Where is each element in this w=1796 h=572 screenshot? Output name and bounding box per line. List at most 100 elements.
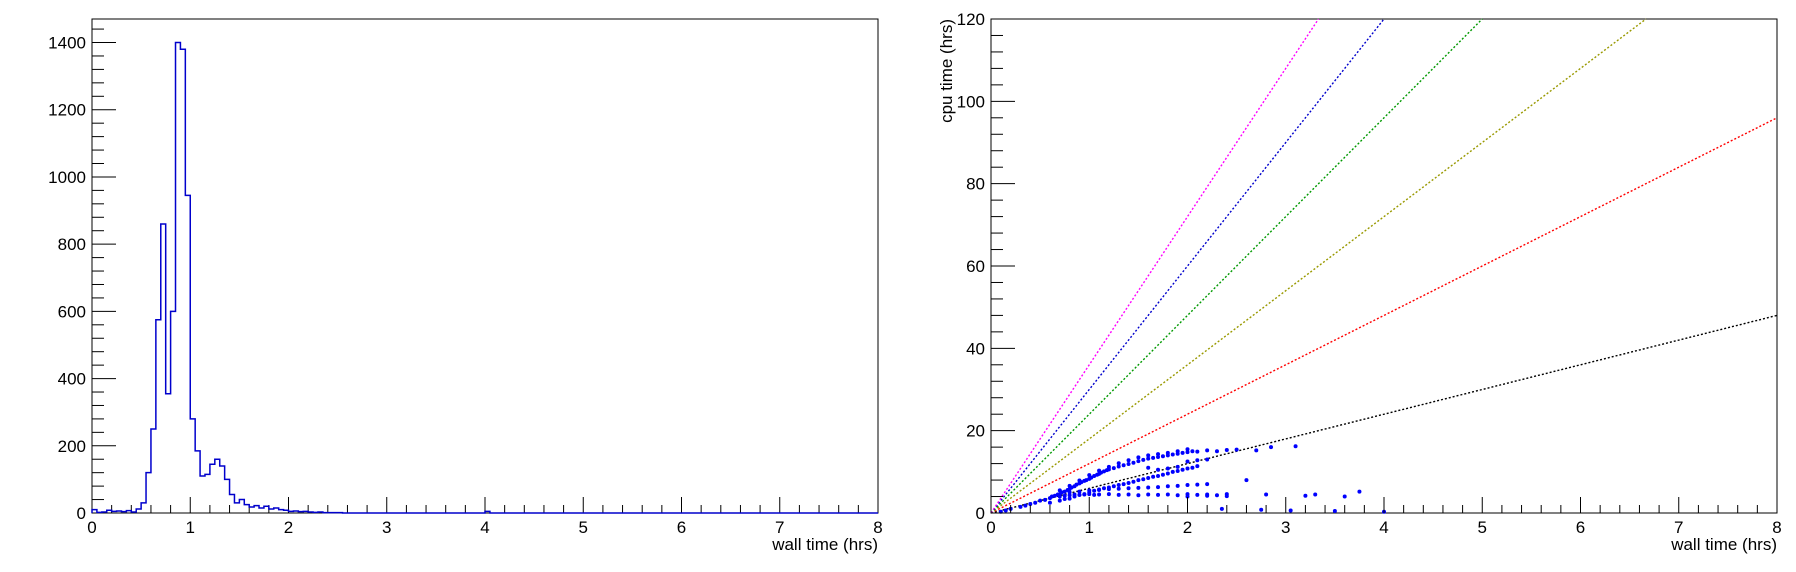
scatter-point	[1175, 483, 1180, 488]
histogram-panel: 0 1 2 3 4 5 6 7 8 0 200 400 600 800 1000 1200 1400 wall…	[48, 18, 883, 554]
scatter-point	[1087, 488, 1092, 493]
histogram-x-axis-title: wall time (hrs)	[771, 535, 878, 554]
scatter-point	[1332, 508, 1337, 513]
histogram-x-tick-label: 5	[579, 518, 588, 537]
scatter-point	[1313, 492, 1318, 497]
scatter-point	[1057, 498, 1062, 503]
scatter-point	[1121, 463, 1126, 468]
histogram-x-axis: 0 1 2 3 4 5 6 7 8	[87, 497, 883, 537]
scatter-x-tick-label: 3	[1281, 518, 1290, 537]
scatter-point	[1175, 464, 1180, 469]
scatter-point	[1185, 483, 1190, 488]
scatter-point	[1043, 497, 1048, 502]
scatter-point	[1269, 445, 1274, 450]
histogram-x-tick-label: 3	[382, 518, 391, 537]
scatter-point	[1156, 452, 1161, 457]
scatter-point	[1156, 455, 1161, 460]
scatter-point	[1185, 447, 1190, 452]
histogram-y-tick-label: 1200	[48, 101, 86, 120]
scatter-point	[1170, 452, 1175, 457]
scatter-point	[1116, 492, 1121, 497]
scatter-point	[1126, 492, 1131, 497]
scatter-point	[1219, 506, 1224, 511]
reference-lines	[990, 18, 1778, 514]
scatter-y-tick-label: 40	[966, 339, 985, 358]
scatter-point	[1131, 460, 1136, 465]
scatter-point	[1205, 448, 1210, 453]
scatter-point	[1106, 487, 1111, 492]
scatter-x-tick-label: 7	[1674, 518, 1683, 537]
reference-line-1	[990, 314, 1778, 514]
scatter-y-tick-label: 120	[957, 10, 985, 29]
scatter-point	[1165, 450, 1170, 455]
scatter-point	[1160, 454, 1165, 459]
histogram-y-tick-label: 1400	[48, 34, 86, 53]
scatter-point	[1003, 508, 1008, 513]
scatter-point	[1067, 490, 1072, 495]
scatter-point	[1087, 473, 1092, 478]
scatter-point	[1141, 477, 1146, 482]
scatter-frame	[990, 18, 1778, 514]
reference-line-5	[990, 18, 1385, 514]
scatter-point	[1067, 496, 1072, 501]
scatter-point	[1038, 498, 1043, 503]
histogram-frame	[91, 18, 879, 514]
scatter-point	[1146, 485, 1151, 490]
histogram-x-tick-label: 1	[186, 518, 195, 537]
scatter-y-axis-title: cpu time (hrs)	[937, 19, 956, 123]
scatter-point	[1195, 482, 1200, 487]
scatter-point	[1303, 493, 1308, 498]
scatter-point	[1082, 492, 1087, 497]
scatter-point	[1205, 493, 1210, 498]
scatter-point	[1023, 503, 1028, 508]
scatter-point	[1165, 466, 1170, 471]
scatter-point	[1072, 492, 1077, 497]
scatter-point	[1190, 465, 1195, 470]
scatter-point	[1116, 461, 1121, 466]
scatter-point	[1224, 448, 1229, 453]
scatter-point	[1151, 474, 1156, 479]
scatter-point	[1146, 453, 1151, 458]
scatter-point	[1195, 464, 1200, 469]
scatter-x-tick-label: 2	[1183, 518, 1192, 537]
scatter-point	[1342, 494, 1347, 499]
scatter-panel: 0 1 2 3 4 5 6 7 8 0 20 40 60 80 100 120 wall time (hrs…	[937, 10, 1782, 554]
scatter-point	[1126, 462, 1131, 467]
reference-line-3	[990, 18, 1647, 514]
scatter-point	[1092, 492, 1097, 497]
scatter-point	[1126, 458, 1131, 463]
scatter-point	[1136, 485, 1141, 490]
scatter-point	[1126, 480, 1131, 485]
scatter-point	[1185, 494, 1190, 499]
scatter-point	[1067, 493, 1072, 498]
scatter-point	[1111, 484, 1116, 489]
scatter-point	[1121, 482, 1126, 487]
scatter-x-tick-label: 5	[1478, 518, 1487, 537]
reference-line-6	[990, 18, 1320, 514]
scatter-point	[1156, 473, 1161, 478]
scatter-x-axis: 0 1 2 3 4 5 6 7 8	[986, 497, 1782, 537]
scatter-point	[1146, 465, 1151, 470]
scatter-point	[1116, 483, 1121, 488]
scatter-y-tick-label: 60	[966, 257, 985, 276]
scatter-x-axis-title: wall time (hrs)	[1670, 535, 1777, 554]
scatter-y-axis: 0 20 40 60 80 100 120	[957, 10, 1015, 523]
histogram-y-tick-label: 400	[58, 370, 86, 389]
scatter-x-tick-label: 6	[1576, 518, 1585, 537]
histogram-y-tick-label: 600	[58, 302, 86, 321]
scatter-point	[1106, 464, 1111, 469]
scatter-point	[1195, 492, 1200, 497]
scatter-point	[1033, 500, 1038, 505]
scatter-point	[1175, 493, 1180, 498]
scatter-point	[1136, 478, 1141, 483]
scatter-point	[1126, 486, 1131, 491]
histogram-x-tick-label: 0	[87, 518, 96, 537]
histogram-y-tick-label: 0	[77, 504, 86, 523]
scatter-point	[1288, 508, 1293, 513]
scatter-point	[1165, 484, 1170, 489]
scatter-point	[1057, 488, 1062, 493]
scatter-point	[1111, 466, 1116, 471]
scatter-point	[1156, 467, 1161, 472]
scatter-point	[1180, 467, 1185, 472]
scatter-point	[1028, 501, 1033, 506]
